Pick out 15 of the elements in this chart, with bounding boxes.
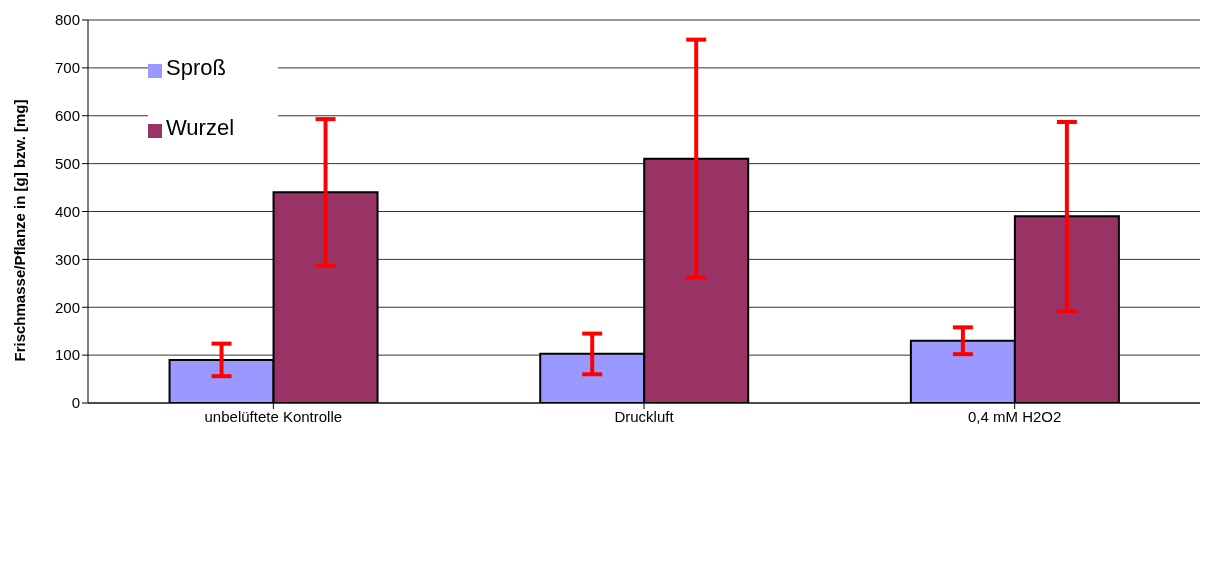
- y-tick-label: 0: [71, 394, 80, 412]
- y-tick-label: 200: [54, 298, 80, 316]
- legend-label: Wurzel: [166, 115, 235, 140]
- x-tick-label: Druckluft: [614, 407, 675, 425]
- y-tick-label: 400: [54, 202, 80, 220]
- x-tick-label: 0,4 mM H2O2: [967, 407, 1062, 425]
- y-tick-label: 300: [54, 250, 80, 268]
- y-tick-label: 500: [54, 154, 80, 172]
- x-tick-label: unbelüftete Kontrolle: [204, 407, 343, 425]
- y-tick-label: 700: [54, 59, 80, 77]
- y-tick-label: 100: [54, 346, 80, 364]
- y-axis-title: Frischmasse/Pflanze in [g] bzw. [mg]: [11, 99, 29, 362]
- y-tick-label: 800: [54, 11, 80, 29]
- y-tick-label: 600: [54, 107, 80, 125]
- legend-label: Sproß: [166, 55, 226, 80]
